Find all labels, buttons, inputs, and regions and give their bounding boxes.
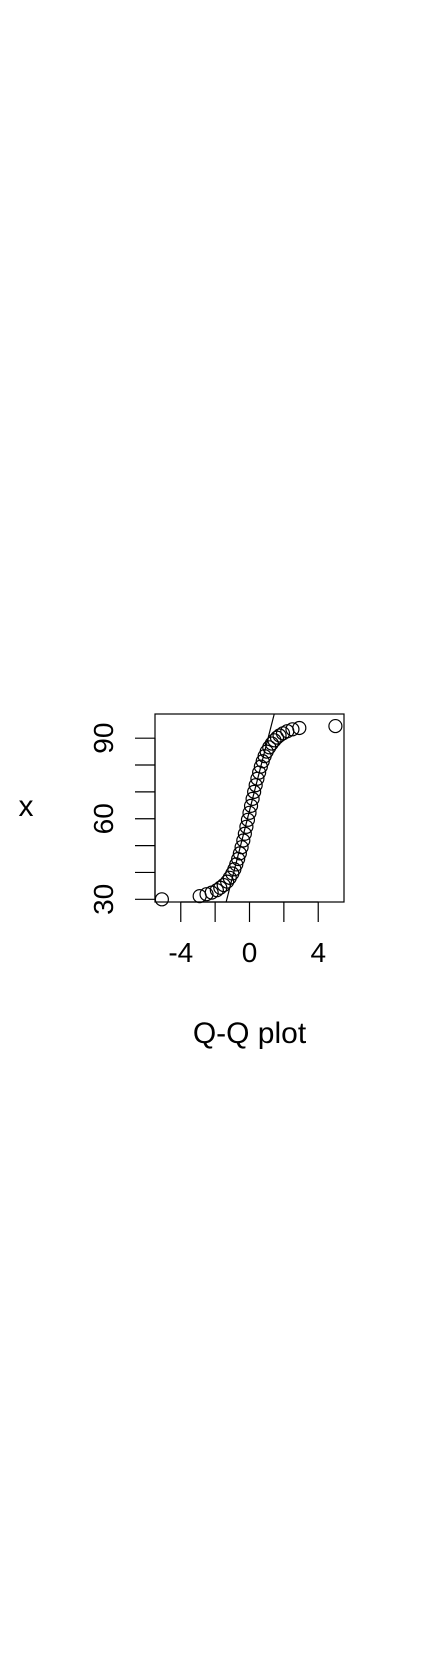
data-point [259, 744, 274, 759]
data-point [199, 887, 214, 902]
data-point [267, 733, 282, 748]
data-point [232, 846, 247, 861]
data-point [245, 791, 260, 806]
y-axis-label: x [19, 790, 34, 823]
y-tick-label: 30 [88, 884, 119, 915]
data-point [240, 812, 256, 827]
y-axis: 30 60 90 [88, 723, 156, 915]
plot-frame [154, 713, 345, 903]
data-point [220, 874, 235, 889]
data-point [272, 728, 287, 743]
data-point [285, 722, 300, 737]
x-tick-label: 4 [310, 937, 326, 968]
x-axis-label: Q-Q plot [193, 1017, 307, 1050]
data-point [242, 805, 257, 820]
data-point [234, 840, 249, 855]
x-tick-label: -4 [168, 937, 193, 968]
data-point [243, 798, 259, 813]
data-point [328, 718, 343, 734]
reference-line [225, 713, 275, 903]
data-points [154, 718, 343, 907]
data-point [154, 892, 169, 907]
data-point [292, 720, 307, 736]
data-point [262, 740, 277, 755]
y-tick-label: 60 [88, 803, 119, 834]
x-tick-label: 0 [242, 937, 258, 968]
data-point [247, 784, 262, 799]
data-point [239, 819, 254, 834]
data-point [236, 833, 251, 848]
data-point [222, 870, 237, 885]
data-point [237, 826, 252, 841]
y-tick-label: 90 [88, 723, 119, 754]
x-axis: -4 0 4 [168, 901, 326, 968]
